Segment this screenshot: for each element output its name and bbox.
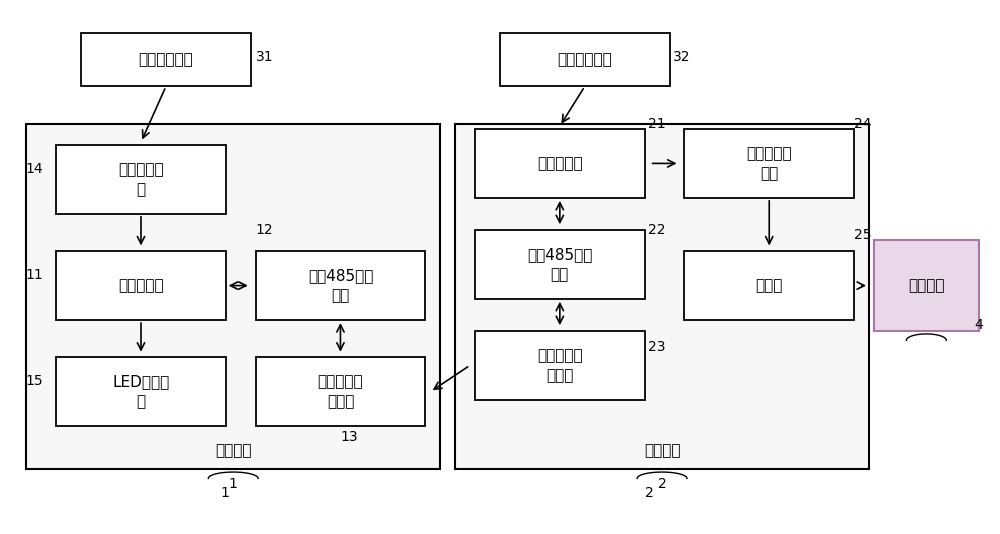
Text: 第二无线传
输模块: 第二无线传 输模块 [537, 348, 583, 383]
Text: 24: 24 [854, 116, 872, 131]
FancyBboxPatch shape [475, 129, 645, 198]
Text: 25: 25 [854, 228, 872, 242]
Text: 22: 22 [648, 223, 665, 237]
Text: 2: 2 [658, 477, 666, 491]
Text: 第一无线传
输模块: 第一无线传 输模块 [318, 374, 363, 409]
Text: 第二单片机: 第二单片机 [537, 156, 583, 171]
FancyBboxPatch shape [81, 33, 251, 87]
Text: 第二485通信
模块: 第二485通信 模块 [527, 247, 593, 282]
FancyBboxPatch shape [874, 240, 979, 331]
Text: 15: 15 [25, 374, 43, 388]
FancyBboxPatch shape [684, 251, 854, 320]
Text: 21: 21 [648, 116, 665, 131]
FancyBboxPatch shape [256, 357, 425, 426]
Text: 按键输入模
块: 按键输入模 块 [118, 162, 164, 197]
Text: 第一单片机: 第一单片机 [118, 278, 164, 293]
FancyBboxPatch shape [684, 129, 854, 198]
Text: 14: 14 [25, 162, 43, 176]
Text: 受控装置: 受控装置 [644, 443, 680, 458]
Text: 主控装置: 主控装置 [215, 443, 251, 458]
Text: 32: 32 [673, 50, 690, 64]
Text: 第一电源模块: 第一电源模块 [139, 52, 193, 67]
Text: 12: 12 [256, 223, 273, 237]
FancyBboxPatch shape [56, 357, 226, 426]
FancyBboxPatch shape [56, 145, 226, 214]
Text: 第一485通信
模块: 第一485通信 模块 [308, 268, 373, 303]
Text: 2: 2 [645, 486, 653, 500]
Text: 31: 31 [256, 50, 273, 64]
Text: 1: 1 [221, 486, 230, 500]
Text: 23: 23 [648, 340, 665, 354]
Text: 电气设备: 电气设备 [908, 278, 945, 293]
Text: 11: 11 [25, 268, 43, 282]
Text: 继电器: 继电器 [756, 278, 783, 293]
Text: 13: 13 [340, 430, 358, 444]
FancyBboxPatch shape [56, 251, 226, 320]
Text: 第二电源模块: 第二电源模块 [557, 52, 612, 67]
FancyBboxPatch shape [500, 33, 670, 87]
FancyBboxPatch shape [475, 331, 645, 400]
Text: 1: 1 [229, 477, 238, 491]
FancyBboxPatch shape [455, 123, 869, 469]
FancyBboxPatch shape [256, 251, 425, 320]
Text: 继电器驱动
模块: 继电器驱动 模块 [746, 146, 792, 181]
Text: LED指示模
块: LED指示模 块 [112, 374, 170, 409]
Text: 4: 4 [975, 318, 983, 333]
FancyBboxPatch shape [26, 123, 440, 469]
FancyBboxPatch shape [475, 230, 645, 299]
